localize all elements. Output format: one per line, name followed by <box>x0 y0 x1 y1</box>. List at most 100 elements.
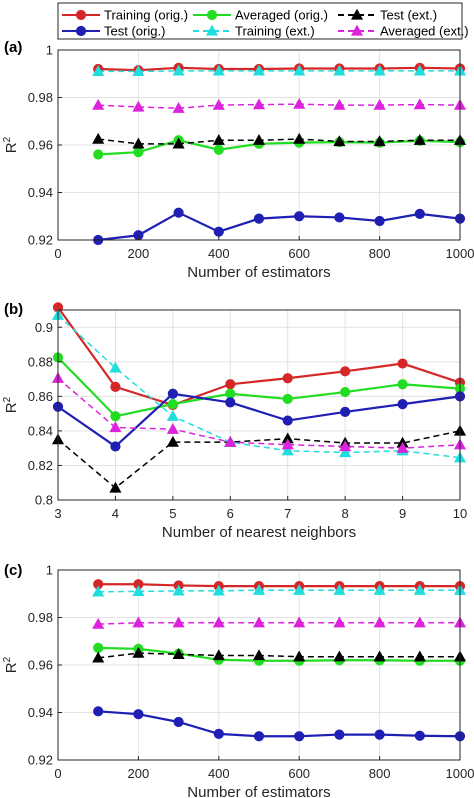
series-averaged-ext-point-1 <box>132 616 145 628</box>
panel-a: 0 200 400 600 800 1000 0.92 0.94 0.96 0.98 1 Number… <box>2 39 474 281</box>
legend: Training (orig.) Averaged (orig.) Test (ex… <box>57 2 469 40</box>
series-training-ext-point-0 <box>92 65 105 77</box>
series-averaged-orig-point-4 <box>282 393 293 405</box>
series-test-orig-point-6 <box>334 212 345 223</box>
series-training-ext-point-4 <box>281 444 294 456</box>
series-training-ext-point-6 <box>333 64 346 76</box>
y-tick-label-4: 1 <box>46 43 53 58</box>
x-tick-label-3: 600 <box>288 246 310 261</box>
y-tick-label-4: 1 <box>46 563 53 578</box>
series-training-ext-point-2 <box>166 409 179 421</box>
series-training-ext-point-4 <box>252 583 266 595</box>
series-averaged-ext-point-0 <box>92 98 105 110</box>
series-averaged-ext-point-4 <box>252 616 266 628</box>
y-tick-label-0: 0.8 <box>35 493 53 508</box>
series-training-ext-point-7 <box>373 583 386 595</box>
series-training-ext-point-7 <box>373 64 386 76</box>
series-training-ext-point-3 <box>212 64 225 76</box>
series-training-ext-point-8 <box>413 583 426 595</box>
series-averaged-ext-point-4 <box>281 438 294 450</box>
series-test-ext-point-2 <box>172 648 185 659</box>
series-training-ext-point-8 <box>413 64 426 76</box>
series-averaged-ext <box>51 371 467 453</box>
series-training-orig-point-4 <box>282 373 293 384</box>
legend-box <box>57 2 463 40</box>
series-test-ext-point-0 <box>92 132 105 144</box>
series-averaged-ext-point-7 <box>373 98 386 110</box>
x-tick-label-4: 800 <box>369 766 391 781</box>
series-test-orig-point-6 <box>334 729 345 740</box>
series-test-orig-point-8 <box>414 730 425 741</box>
x-tick-label-2: 5 <box>169 506 176 521</box>
series-averaged-ext-line <box>98 103 461 109</box>
series-training-orig-point-1 <box>110 381 121 392</box>
series-averaged-orig-point-1 <box>110 411 121 422</box>
y-axis-label-superscript: 2 <box>2 136 13 142</box>
series-averaged-ext-point-2 <box>172 101 185 113</box>
panel-label: (b) <box>4 301 23 318</box>
y-axis-label-text: R2 <box>2 136 20 153</box>
series-training-ext-point-6 <box>333 583 346 595</box>
y-tick-label-3: 0.98 <box>28 90 53 105</box>
series-training-orig-line <box>57 306 461 407</box>
series-averaged-ext-point-7 <box>373 616 386 628</box>
series-test-orig-point-0 <box>93 706 104 717</box>
y-axis-label-text: R2 <box>2 656 20 673</box>
legend-entry-training-orig: Training (orig.) <box>62 8 188 23</box>
x-tick-label-4: 800 <box>369 246 391 261</box>
y-axis-label-base: R <box>3 402 20 413</box>
series-training-ext-point-3 <box>212 584 225 596</box>
legend-entry-test-orig-marker <box>75 25 87 37</box>
series-test-ext <box>92 132 467 149</box>
legend-entry-training-ext: Training (ext.) <box>193 24 315 39</box>
series-averaged-orig-point-2 <box>167 399 178 410</box>
y-tick-label-1: 0.94 <box>28 705 53 720</box>
series-test-orig-point-4 <box>253 731 265 742</box>
series-training-ext-point-1 <box>132 65 145 77</box>
legend-entry-test-orig-label: Test (orig.) <box>104 24 165 39</box>
series-averaged-ext-point-8 <box>413 616 426 628</box>
series-test-orig-point-7 <box>374 215 385 227</box>
y-tick-label-4: 0.88 <box>28 354 53 369</box>
y-axis-label-base: R <box>3 142 20 153</box>
series-averaged-ext-point-6 <box>396 441 409 453</box>
series-averaged-ext-point-0 <box>92 617 105 629</box>
y-axis-label: R2 <box>2 136 20 153</box>
series-averaged-ext-point-1 <box>132 100 145 112</box>
legend-entry-test-ext-marker <box>350 8 364 20</box>
series-averaged-orig-line <box>98 139 461 156</box>
series-test-orig-point-8 <box>414 208 425 219</box>
series-test-orig-point-4 <box>253 213 265 224</box>
series-training-ext-point-0 <box>92 585 105 597</box>
series-training-ext-line <box>57 314 461 459</box>
y-axis-label: R2 <box>2 396 20 413</box>
x-tick-label-1: 4 <box>112 506 119 521</box>
series-test-ext-point-1 <box>132 137 145 149</box>
y-tick-label-2: 0.96 <box>28 138 53 153</box>
series-training-orig-point-5 <box>340 366 351 377</box>
series-test-orig-line <box>98 710 461 738</box>
series-averaged-ext-point-8 <box>413 98 426 110</box>
series-averaged-ext-line <box>98 621 460 625</box>
y-tick-label-3: 0.98 <box>28 610 53 625</box>
axes-box <box>57 309 461 501</box>
series-test-orig-point-5 <box>340 406 351 418</box>
series-averaged-orig-point-0 <box>93 642 104 654</box>
legend-entry-averaged-orig-label: Averaged (orig.) <box>235 8 328 23</box>
legend-entry-training-ext-marker <box>205 24 219 36</box>
x-tick-label-5: 1000 <box>446 246 474 261</box>
legend-entry-test-orig: Test (orig.) <box>62 24 165 39</box>
series-test-ext-point-8 <box>413 134 426 145</box>
y-axis-label-superscript: 2 <box>2 396 13 402</box>
panel-label: (a) <box>4 39 22 56</box>
series-averaged-ext-point-5 <box>339 440 352 452</box>
series-test-ext-point-5 <box>293 650 306 662</box>
x-axis-label: Number of estimators <box>187 264 330 281</box>
series-training-ext-point-4 <box>252 64 266 76</box>
series-test-ext-point-1 <box>132 646 145 658</box>
legend-entry-averaged-ext-label: Averaged (ext.) <box>380 24 469 39</box>
series-training-orig-point-6 <box>397 358 408 369</box>
series-test-ext-point-2 <box>166 435 179 447</box>
panel-label: (c) <box>4 562 22 579</box>
